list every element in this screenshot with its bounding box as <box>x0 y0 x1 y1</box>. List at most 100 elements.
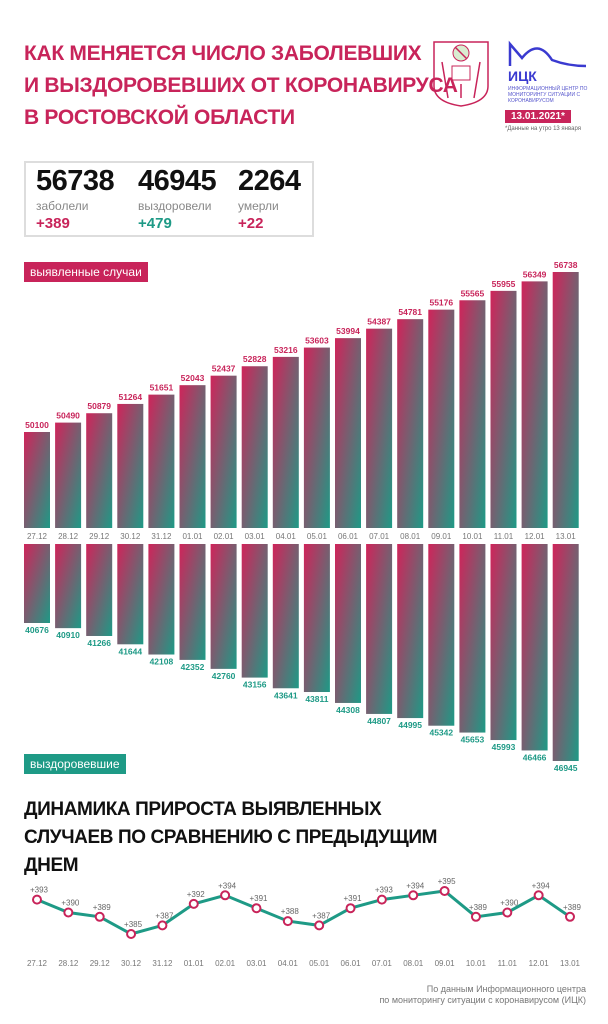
recovered-bar-label: 43811 <box>305 694 328 704</box>
recovered-bar <box>366 544 393 714</box>
line-point <box>126 929 137 939</box>
line-point <box>32 894 42 905</box>
cases-bar <box>241 366 268 528</box>
rostov-coat-of-arms-icon <box>433 41 489 107</box>
cases-bar-label: 50100 <box>25 420 49 430</box>
line-point <box>565 911 575 922</box>
recovered-bar-label: 42352 <box>181 662 205 672</box>
date-tick-label: 05.01 <box>307 532 328 541</box>
cases-bar <box>303 347 330 528</box>
line-point-label: +392 <box>187 890 206 899</box>
recovered-bar-label: 44807 <box>367 716 391 726</box>
date-tick-label: 09.01 <box>431 532 452 541</box>
line-series <box>36 889 571 936</box>
recovered-bar <box>241 544 268 678</box>
cases-bar <box>272 356 299 528</box>
recovered-bar-label: 45342 <box>429 728 453 738</box>
cases-bar-label: 50879 <box>87 401 111 411</box>
recovered-bar-label: 46945 <box>554 763 578 773</box>
cases-bar-label: 51651 <box>150 383 174 393</box>
date-tick-label: 13.01 <box>556 532 577 541</box>
line-point <box>188 898 199 909</box>
line-point-label: +389 <box>563 903 582 912</box>
cases-bar <box>397 319 424 528</box>
cases-bar <box>24 432 50 528</box>
date-tick-label: 03.01 <box>245 532 266 541</box>
line-point-label: +395 <box>438 877 457 886</box>
cases-bar <box>210 375 237 528</box>
date-tick-label: 31.12 <box>152 959 173 968</box>
date-tick-label: 06.01 <box>338 532 359 541</box>
cases-bar <box>148 394 175 528</box>
line-point <box>314 920 325 931</box>
recovered-bar-label: 44308 <box>336 705 360 715</box>
cases-bar-label: 56349 <box>523 269 547 279</box>
date-tick-label: 03.01 <box>246 959 267 968</box>
recovered-bar <box>272 544 299 689</box>
line-point <box>63 907 74 918</box>
date-tick-label: 11.01 <box>498 959 518 968</box>
recovered-bar-label: 44995 <box>398 720 422 730</box>
stat-infected: 56738 заболели +389 <box>36 165 115 232</box>
line-point-label: +394 <box>218 881 237 890</box>
line-point <box>157 920 168 931</box>
line-point-label: +390 <box>61 899 80 908</box>
line-point-label: +393 <box>30 886 49 895</box>
recovered-bar <box>55 544 82 629</box>
date-tick-label: 30.12 <box>121 959 142 968</box>
line-chart: +393 27.12 +390 28.12 +389 29.12 +385 30.12 +387… <box>27 877 582 968</box>
cases-bar-label: 54781 <box>398 307 422 317</box>
recovered-bar-label: 41644 <box>118 646 142 656</box>
cases-bar-label: 52043 <box>181 373 205 383</box>
cases-bar-label: 52828 <box>243 354 267 364</box>
cases-bar-label: 56738 <box>554 260 578 270</box>
date-tick-label: 10.01 <box>466 959 487 968</box>
line-point-label: +394 <box>406 881 425 890</box>
date-tick-label: 04.01 <box>278 959 299 968</box>
date-tick-label: 13.01 <box>560 959 581 968</box>
recovered-bar-label: 43641 <box>274 690 298 700</box>
date-tick-label: 04.01 <box>276 532 297 541</box>
line-point <box>94 911 105 922</box>
recovered-bar-label: 40910 <box>56 630 80 640</box>
cases-bar-label: 50490 <box>56 411 80 421</box>
recovered-bar-label: 41266 <box>87 638 111 648</box>
cases-bar <box>552 272 579 528</box>
date-tick-label: 09.01 <box>435 959 456 968</box>
ick-logo-subtitle: ИНФОРМАЦИОННЫЙ ЦЕНТР ПО МОНИТОРИНГУ СИТУ… <box>508 86 588 104</box>
recovered-bar <box>397 544 424 719</box>
date-tick-label: 08.01 <box>400 532 421 541</box>
line-point-label: +387 <box>312 911 331 920</box>
cases-bar <box>335 338 361 528</box>
date-tick-label: 01.01 <box>184 959 205 968</box>
recovered-bar <box>24 544 50 623</box>
cases-bar-label: 55565 <box>461 288 485 298</box>
date-tick-label: 27.12 <box>27 959 48 968</box>
line-point <box>376 894 387 905</box>
recovered-bar-label: 42108 <box>150 657 174 667</box>
line-point-label: +389 <box>93 903 112 912</box>
cases-bar <box>55 422 82 528</box>
date-tick-label: 12.01 <box>529 959 550 968</box>
date-tick-label: 08.01 <box>403 959 424 968</box>
date-tick-label: 12.01 <box>525 532 546 541</box>
date-tick-label: 02.01 <box>214 532 235 541</box>
cases-bar <box>459 300 486 528</box>
line-point-label: +391 <box>344 894 363 903</box>
date-tick-label: 07.01 <box>372 959 393 968</box>
line-chart-title: ДИНАМИКА ПРИРОСТА ВЫЯВЛЕННЫХ СЛУЧАЕВ ПО … <box>24 799 438 876</box>
recovered-bar <box>459 544 486 733</box>
cases-bar <box>366 328 393 528</box>
bar-charts: 50100 27.12 40676 50490 28.12 40910 50879 29.12… <box>24 260 579 773</box>
date-tick-label: 29.12 <box>89 532 110 541</box>
recovered-bar <box>179 544 206 660</box>
line-point-label: +394 <box>532 881 551 890</box>
recovered-legend-tag: выздоровевшие <box>24 754 126 774</box>
date-tick-label: 28.12 <box>58 959 79 968</box>
recovered-bar <box>335 544 361 703</box>
cases-bar-label: 53603 <box>305 336 329 346</box>
recovered-bar <box>210 544 237 669</box>
recovered-bar <box>86 544 113 636</box>
line-point <box>220 890 231 901</box>
